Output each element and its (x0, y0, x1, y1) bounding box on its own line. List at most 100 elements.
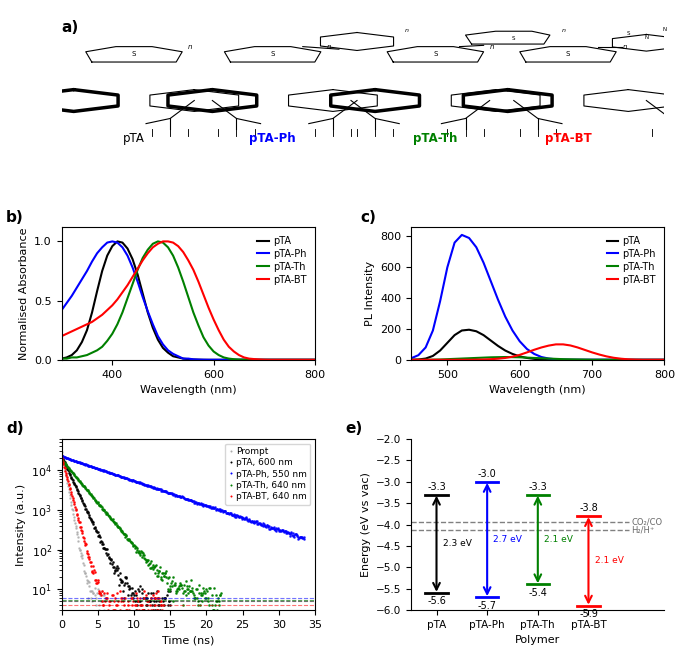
Point (77, 458, 88, 468)
Point (85, 514, 96, 525)
Point (158, 596, 169, 607)
Point (94, 605, 105, 615)
Point (57, 455, 68, 466)
Point (143, 560, 154, 571)
Point (144, 480, 155, 491)
Point (76, 493, 87, 504)
Point (144, 596, 155, 607)
Point (84, 512, 95, 522)
Point (290, 529, 301, 539)
Point (81, 506, 92, 517)
Point (204, 583, 215, 593)
Point (200, 593, 211, 604)
Point (90, 593, 101, 604)
Point (140, 554, 151, 564)
Point (271, 523, 282, 534)
Point (204, 501, 215, 512)
Point (99, 543, 110, 553)
Point (140, 480, 151, 490)
Point (194, 498, 205, 508)
Point (77, 480, 88, 491)
Point (66, 455, 77, 465)
Point (64, 464, 75, 475)
Point (238, 513, 249, 523)
Point (159, 600, 170, 610)
Text: S: S (433, 51, 438, 57)
Point (142, 555, 153, 565)
Point (77, 458, 88, 468)
Point (132, 543, 142, 553)
Point (155, 574, 166, 584)
Point (186, 586, 197, 596)
Point (97, 596, 108, 607)
Point (164, 600, 175, 610)
Point (264, 524, 275, 535)
Text: -3.0: -3.0 (477, 469, 497, 479)
Point (283, 528, 294, 539)
Point (66, 466, 77, 476)
Point (105, 555, 116, 565)
Point (88, 588, 99, 598)
Point (107, 468, 118, 479)
Point (92, 531, 103, 541)
Point (122, 578, 133, 588)
Point (297, 533, 308, 543)
Point (131, 588, 142, 598)
Point (160, 612, 171, 623)
Point (177, 491, 188, 502)
Point (102, 466, 113, 477)
Point (96, 537, 107, 548)
Point (272, 523, 283, 534)
Point (99, 465, 110, 476)
Point (82, 576, 93, 586)
Point (58, 459, 69, 470)
Point (84, 581, 95, 591)
Point (62, 472, 73, 482)
Point (69, 502, 80, 512)
Point (92, 624, 103, 634)
Point (118, 472, 129, 483)
Point (120, 593, 131, 604)
Point (197, 590, 208, 601)
Point (117, 472, 128, 482)
Point (138, 479, 149, 489)
Point (75, 493, 86, 503)
Point (108, 469, 119, 480)
Point (124, 535, 135, 545)
Point (84, 557, 95, 567)
Point (201, 500, 212, 510)
Point (110, 605, 121, 615)
Point (123, 600, 134, 610)
Point (129, 540, 140, 550)
Point (132, 477, 142, 487)
Point (90, 575, 101, 585)
Point (110, 519, 121, 529)
Point (242, 516, 253, 526)
X-axis label: Wavelength (nm): Wavelength (nm) (490, 385, 586, 395)
Point (108, 517, 119, 527)
Point (174, 584, 185, 594)
Point (259, 519, 270, 529)
Point (162, 600, 173, 610)
Point (157, 568, 168, 579)
Point (211, 505, 222, 516)
Point (163, 573, 174, 583)
Point (95, 501, 106, 512)
Point (275, 525, 286, 536)
Point (76, 551, 87, 562)
Point (188, 496, 199, 506)
Point (185, 575, 196, 585)
Point (190, 497, 201, 508)
Point (154, 612, 165, 623)
Point (61, 461, 72, 472)
Point (143, 588, 154, 598)
Point (290, 529, 301, 540)
Point (234, 511, 245, 522)
Point (100, 593, 111, 604)
Point (285, 531, 296, 541)
Point (68, 476, 79, 487)
Point (181, 493, 192, 504)
Point (89, 495, 100, 505)
Point (125, 624, 136, 634)
Point (84, 487, 95, 498)
